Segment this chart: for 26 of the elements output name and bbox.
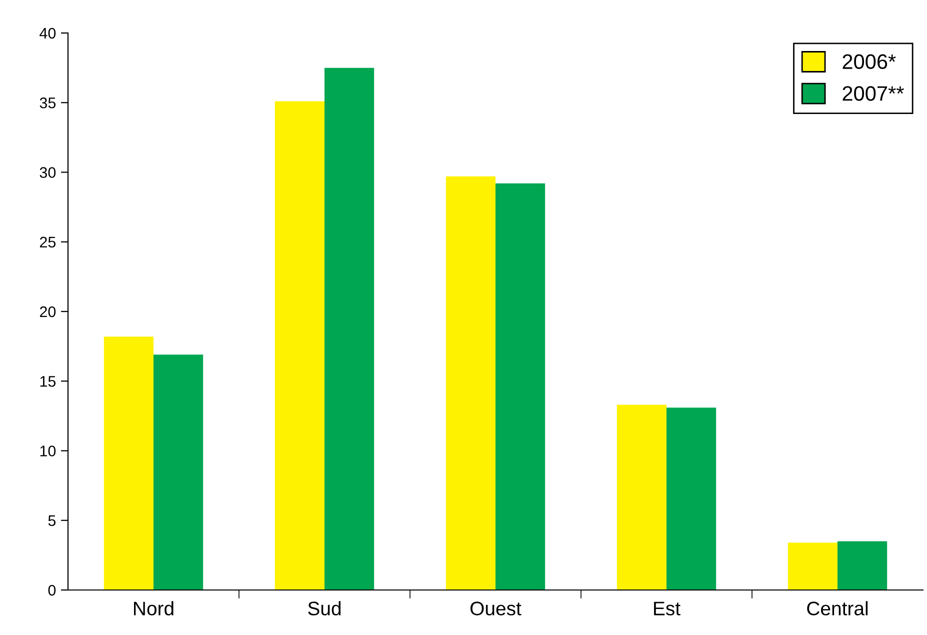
- bar: [496, 183, 546, 590]
- y-tick-label: 0: [48, 584, 56, 596]
- bar: [788, 542, 838, 590]
- bar: [154, 354, 204, 590]
- y-tick-label: 35: [40, 97, 56, 108]
- legend-label: 2007**: [842, 86, 904, 101]
- x-tick-label: Central: [807, 601, 868, 616]
- bar: [274, 101, 324, 590]
- bar: [446, 176, 496, 590]
- bar: [838, 541, 888, 590]
- y-tick-label: 15: [40, 376, 56, 387]
- y-tick-label: 20: [40, 306, 56, 318]
- bar: [666, 408, 716, 590]
- x-tick-label: Nord: [134, 601, 174, 616]
- x-tick-label: Ouest: [470, 602, 522, 616]
- bar: [104, 336, 154, 590]
- y-tick-label: 40: [40, 28, 56, 39]
- bar: [616, 404, 666, 590]
- y-tick-label: 10: [40, 446, 56, 456]
- x-tick-label: Sud: [308, 601, 341, 616]
- bar: [324, 68, 374, 590]
- x-tick-label: Est: [654, 602, 680, 616]
- y-tick-label: 30: [40, 167, 56, 178]
- y-tick-label: 25: [40, 236, 56, 248]
- y-tick-label: 5: [48, 515, 56, 526]
- legend-label: 2006*: [842, 54, 896, 70]
